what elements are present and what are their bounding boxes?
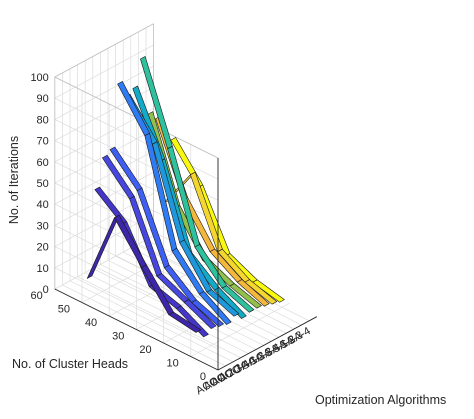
x-axis-line (217, 316, 318, 371)
z-tick-label: 100 (30, 72, 48, 84)
y-axis-label: No. of Cluster Heads (12, 357, 128, 371)
ribbon-series (117, 81, 232, 325)
z-axis-label: No. of Iterations (7, 136, 21, 224)
ribbon-segment (86, 214, 120, 279)
y-tick-label: 30 (112, 331, 124, 343)
box-edge (54, 23, 154, 78)
z-gridline-back (54, 192, 154, 247)
z-gridline-back (54, 129, 154, 184)
y-gridline-floor (190, 302, 290, 357)
z-tick-label: 50 (37, 178, 49, 190)
z-gridline-back (54, 150, 154, 205)
z-tick-label: 0 (43, 284, 49, 296)
z-tick-label: 30 (37, 220, 49, 232)
ribbon-segment (206, 289, 240, 317)
ribbon-segment (168, 311, 202, 333)
ribbon-segment (183, 299, 217, 329)
z-gridline-back (54, 44, 154, 99)
ribbon-segment (191, 299, 224, 327)
z-gridline-back (54, 65, 154, 120)
ribbon-segment (244, 279, 278, 305)
x-tick-label: SA-4 (286, 325, 313, 348)
z-tick-label: 20 (37, 242, 49, 254)
ribbon-series (102, 155, 217, 329)
z-tick-label: 40 (37, 199, 49, 211)
y-tick-label: 40 (85, 317, 97, 329)
z-tick-label: 80 (37, 114, 49, 126)
y-tick-label: 0 (200, 371, 206, 383)
ribbon-segment (236, 279, 270, 307)
y-tick-label: 10 (167, 358, 179, 370)
ribbons-layer (86, 56, 285, 338)
ribbon-segment (176, 305, 209, 338)
y-axis-line (54, 288, 219, 371)
z-tick-label: 10 (37, 263, 49, 275)
ribbon-segment (94, 186, 128, 225)
z-tick-label: 70 (37, 136, 49, 148)
z-tick-label: 60 (37, 157, 49, 169)
ribbon-series (140, 56, 255, 313)
ribbon-segment (221, 285, 255, 313)
y-tick-label: 60 (31, 290, 43, 302)
y-tick-label: 50 (58, 304, 70, 316)
ribbon-series (86, 214, 202, 333)
ribbon-segment (229, 283, 262, 309)
axes-layer (54, 158, 318, 371)
ribbon-segment (198, 291, 232, 325)
y-tick-label: 20 (139, 344, 151, 356)
z-tick-label: 90 (37, 93, 49, 105)
ribbon-series (109, 146, 224, 327)
x-axis-label: Optimization Algorithms (315, 393, 446, 407)
